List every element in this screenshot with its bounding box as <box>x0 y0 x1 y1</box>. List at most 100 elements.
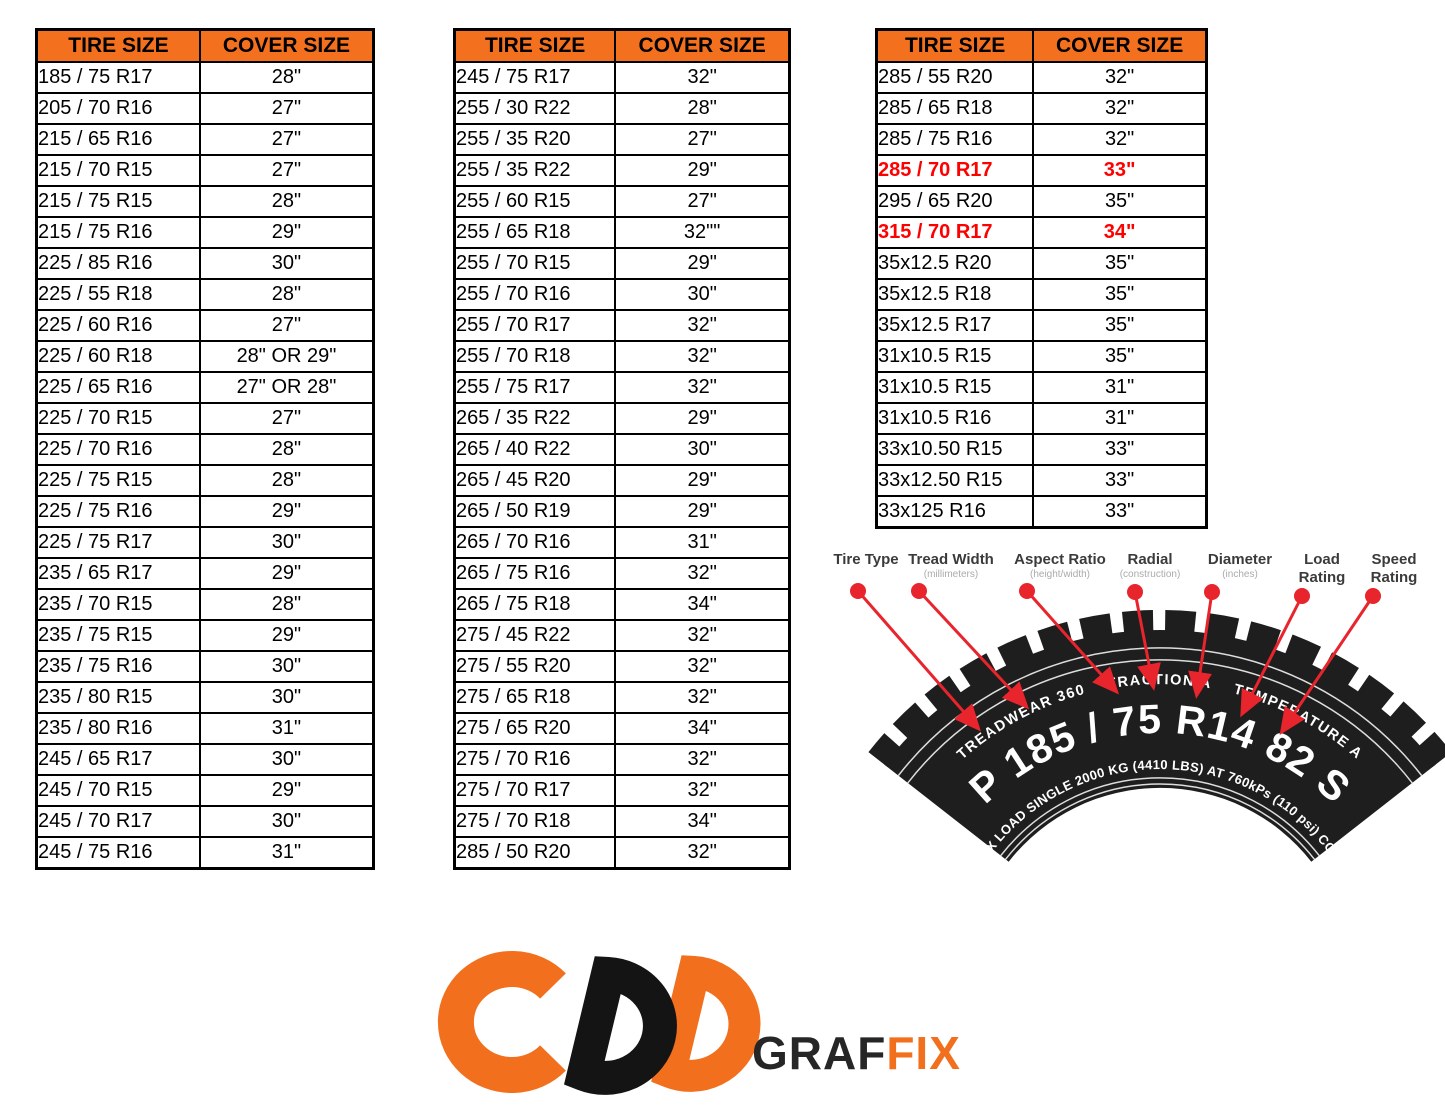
cover-size-cell: 32" <box>614 309 791 342</box>
cover-size-cell: 30" <box>198 247 375 280</box>
logo-d2-shape <box>651 955 761 1092</box>
cover-size-cell: 33" <box>1032 495 1208 529</box>
table-row: 185 / 75 R17 28" <box>35 61 375 94</box>
cover-size-cell: 29" <box>198 774 375 807</box>
table-row: 235 / 75 R15 29" <box>35 619 375 652</box>
table-row: 225 / 75 R17 30" <box>35 526 375 559</box>
tire-size-cell: 215 / 65 R16 <box>35 123 201 156</box>
cover-size-cell: 35" <box>1032 309 1208 342</box>
tire-size-cell: 235 / 70 R15 <box>35 588 201 621</box>
diagram-label-speed-rating: Speed Rating <box>1362 551 1426 587</box>
cover-size-cell: 34" <box>614 805 791 838</box>
cover-size-cell: 29" <box>614 247 791 280</box>
table-row: 275 / 70 R16 32" <box>453 743 791 776</box>
tire-size-cell: 295 / 65 R20 <box>875 185 1035 218</box>
tire-size-cell: 285 / 65 R18 <box>875 92 1035 125</box>
table-row: 31x10.5 R16 31" <box>875 402 1208 435</box>
cover-size-cell: 33" <box>1032 154 1208 187</box>
tire-size-cell: 265 / 50 R19 <box>453 495 617 528</box>
tire-size-cell: 31x10.5 R15 <box>875 340 1035 373</box>
logo-text-dark: GRAF <box>752 1027 887 1079</box>
tire-size-cell: 245 / 65 R17 <box>35 743 201 776</box>
tire-size-header: TIRE SIZE <box>875 28 1035 63</box>
cover-size-cell: 27" OR 28" <box>198 371 375 404</box>
size-table-3: TIRE SIZE COVER SIZE 285 / 55 R20 32" 285 … <box>875 28 1208 529</box>
cover-size-cell: 32" <box>614 61 791 94</box>
diagram-label-tire-type: Tire Type <box>833 551 898 569</box>
cover-size-cell: 30" <box>614 278 791 311</box>
size-table-2: TIRE SIZE COVER SIZE 245 / 75 R17 32" 255 … <box>453 28 791 870</box>
tire-size-cell: 35x12.5 R20 <box>875 247 1035 280</box>
cover-size-cell: 28" <box>198 464 375 497</box>
size-table-3-wrap: TIRE SIZE COVER SIZE 285 / 55 R20 32" 285 … <box>875 28 1208 529</box>
tire-size-cell: 265 / 75 R18 <box>453 588 617 621</box>
table-row: 245 / 75 R17 32" <box>453 61 791 94</box>
table-row: 255 / 70 R15 29" <box>453 247 791 280</box>
tire-size-cell: 35x12.5 R18 <box>875 278 1035 311</box>
cover-size-cell: 29" <box>198 557 375 590</box>
table-row: 225 / 70 R15 27" <box>35 402 375 435</box>
cover-size-cell: 29" <box>198 619 375 652</box>
tire-size-cell: 235 / 75 R16 <box>35 650 201 683</box>
cover-size-header: COVER SIZE <box>1032 28 1208 63</box>
tire-size-cell: 245 / 70 R17 <box>35 805 201 838</box>
cover-size-cell: 33" <box>1032 464 1208 497</box>
table-row: 215 / 75 R16 29" <box>35 216 375 249</box>
cover-size-cell: 35" <box>1032 247 1208 280</box>
cover-size-cell: 28" <box>198 588 375 621</box>
tire-size-cell: 255 / 65 R18 <box>453 216 617 249</box>
cover-size-header: COVER SIZE <box>614 28 791 63</box>
cover-size-cell: 31" <box>614 526 791 559</box>
table-row: 275 / 70 R17 32" <box>453 774 791 807</box>
cover-size-cell: 32" <box>614 650 791 683</box>
tire-size-cell: 285 / 70 R17 <box>875 154 1035 187</box>
label-title: Speed Rating <box>1370 551 1418 586</box>
table-row: 225 / 55 R18 28" <box>35 278 375 311</box>
table-row: 235 / 75 R16 30" <box>35 650 375 683</box>
table-row: 295 / 65 R20 35" <box>875 185 1208 218</box>
label-title: Load Rating <box>1298 551 1346 586</box>
cover-size-cell: 27" <box>198 123 375 156</box>
tire-size-cell: 235 / 80 R16 <box>35 712 201 745</box>
tire-size-cell: 265 / 45 R20 <box>453 464 617 497</box>
size-table-2-wrap: TIRE SIZE COVER SIZE 245 / 75 R17 32" 255 … <box>453 28 791 870</box>
tire-size-cell: 275 / 45 R22 <box>453 619 617 652</box>
tire-size-cell: 31x10.5 R15 <box>875 371 1035 404</box>
table-row: 235 / 80 R16 31" <box>35 712 375 745</box>
tire-size-cell: 33x125 R16 <box>875 495 1035 529</box>
label-sub: (inches) <box>1222 569 1258 580</box>
table-row: 235 / 65 R17 29" <box>35 557 375 590</box>
cover-size-cell: 34" <box>614 712 791 745</box>
cover-size-cell: 27" <box>198 402 375 435</box>
table-row: 255 / 70 R16 30" <box>453 278 791 311</box>
table-row: 265 / 70 R16 31" <box>453 526 791 559</box>
tire-size-cell: 235 / 65 R17 <box>35 557 201 590</box>
table-header-row: TIRE SIZE COVER SIZE <box>453 28 791 63</box>
table-row: 255 / 30 R22 28" <box>453 92 791 125</box>
tire-size-cell: 33x12.50 R15 <box>875 464 1035 497</box>
table-row: 215 / 70 R15 27" <box>35 154 375 187</box>
table-row: 225 / 75 R15 28" <box>35 464 375 497</box>
table-row: 255 / 75 R17 32" <box>453 371 791 404</box>
cover-size-cell: 28" <box>198 185 375 218</box>
tire-size-cell: 255 / 70 R16 <box>453 278 617 311</box>
cover-size-cell: 32" <box>1032 123 1208 156</box>
table-row: 255 / 70 R18 32" <box>453 340 791 373</box>
table-row: 275 / 45 R22 32" <box>453 619 791 652</box>
cover-size-cell: 28" <box>198 278 375 311</box>
diagram-label-load-rating: Load Rating <box>1290 551 1354 587</box>
table-row: 35x12.5 R17 35" <box>875 309 1208 342</box>
table-row: 255 / 65 R18 32"" <box>453 216 791 249</box>
tire-size-cell: 285 / 75 R16 <box>875 123 1035 156</box>
table-row: 245 / 70 R17 30" <box>35 805 375 838</box>
logo-text-orange: FIX <box>886 1027 961 1079</box>
tire-size-header: TIRE SIZE <box>35 28 201 63</box>
cover-size-cell: 29" <box>614 154 791 187</box>
tire-size-cell: 275 / 70 R16 <box>453 743 617 776</box>
cover-size-header: COVER SIZE <box>198 28 375 63</box>
table-row: 265 / 45 R20 29" <box>453 464 791 497</box>
cover-size-cell: 32" <box>614 681 791 714</box>
label-sub: (construction) <box>1119 569 1181 580</box>
cover-size-cell: 31" <box>1032 371 1208 404</box>
table-row: 255 / 35 R22 29" <box>453 154 791 187</box>
